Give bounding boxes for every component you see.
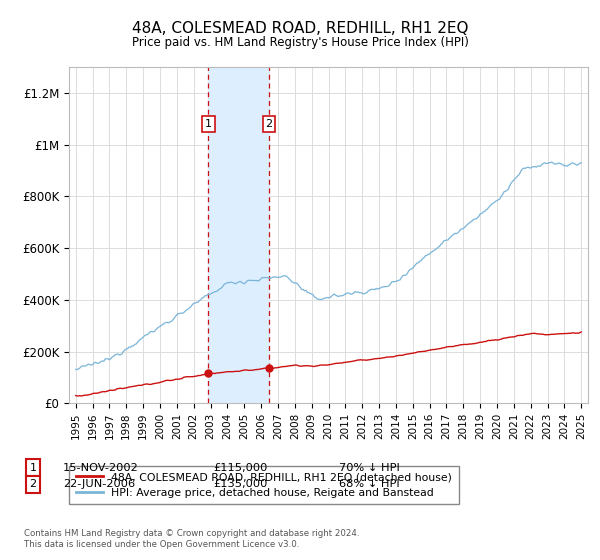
- Text: Contains HM Land Registry data © Crown copyright and database right 2024.
This d: Contains HM Land Registry data © Crown c…: [24, 529, 359, 549]
- Text: 2: 2: [265, 119, 272, 129]
- Text: £115,000: £115,000: [213, 463, 268, 473]
- Text: Price paid vs. HM Land Registry's House Price Index (HPI): Price paid vs. HM Land Registry's House …: [131, 36, 469, 49]
- Text: 22-JUN-2006: 22-JUN-2006: [63, 479, 135, 489]
- Text: 15-NOV-2002: 15-NOV-2002: [63, 463, 139, 473]
- Text: 70% ↓ HPI: 70% ↓ HPI: [339, 463, 400, 473]
- Text: 68% ↓ HPI: 68% ↓ HPI: [339, 479, 400, 489]
- Text: 48A, COLESMEAD ROAD, REDHILL, RH1 2EQ: 48A, COLESMEAD ROAD, REDHILL, RH1 2EQ: [132, 21, 468, 36]
- Text: 1: 1: [29, 463, 37, 473]
- Legend: 48A, COLESMEAD ROAD, REDHILL, RH1 2EQ (detached house), HPI: Average price, deta: 48A, COLESMEAD ROAD, REDHILL, RH1 2EQ (d…: [69, 466, 459, 504]
- Bar: [208, 67, 269, 403]
- Text: £135,000: £135,000: [213, 479, 268, 489]
- Text: 2: 2: [29, 479, 37, 489]
- Text: 1: 1: [205, 119, 212, 129]
